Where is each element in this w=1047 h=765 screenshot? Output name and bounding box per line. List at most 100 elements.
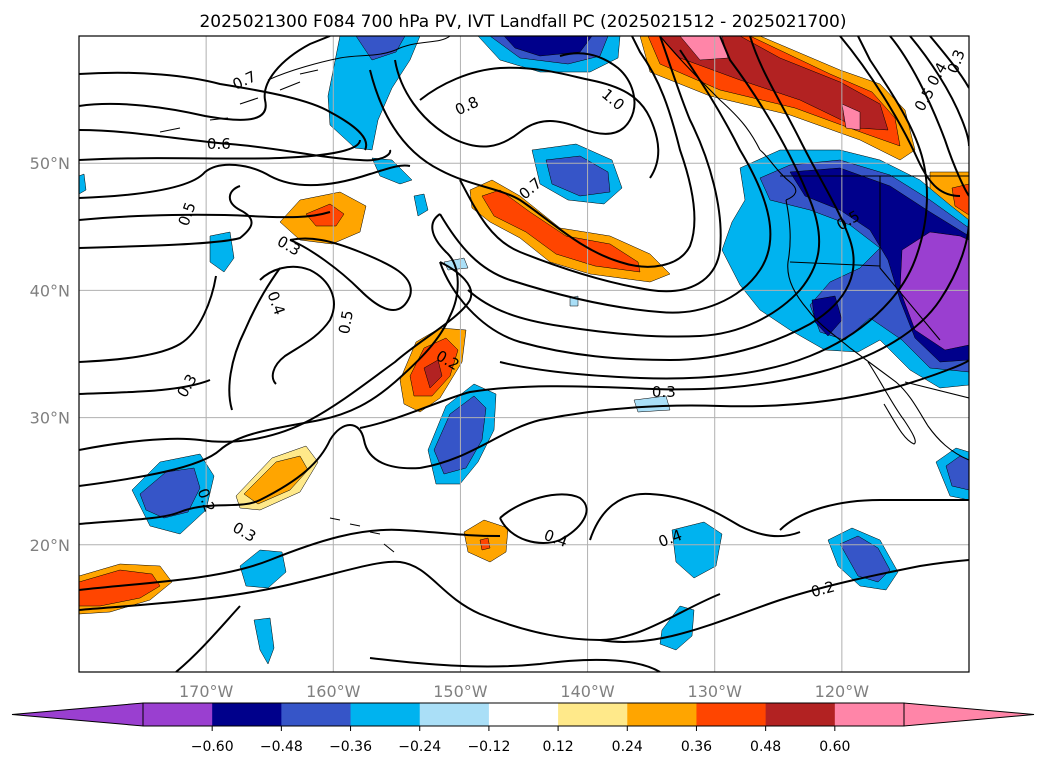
latitude-tick-label: 50°N: [30, 154, 70, 173]
colorbar-segment: [627, 703, 697, 726]
anomaly-patch: [503, 36, 593, 57]
colorbar-tick-label: 0.36: [681, 739, 712, 755]
contour-line: [394, 52, 636, 148]
longitude-tick-label: 120°W: [815, 682, 870, 701]
contour-label: 0.6: [207, 135, 231, 153]
coastlines: [159, 36, 969, 553]
longitude-tick-label: 160°W: [306, 682, 361, 701]
colorbar-frame: [142, 702, 905, 727]
contour-line: [79, 261, 473, 451]
anomaly-patch: [659, 605, 695, 651]
anomaly-patch: [355, 36, 406, 61]
anomaly-patch: [479, 537, 491, 551]
colorbar-segment: [834, 703, 905, 726]
anomaly-patch: [679, 36, 729, 61]
colorbar-tick-label: 0.12: [543, 739, 574, 755]
anomaly-patch: [841, 103, 861, 131]
contour-line: [79, 211, 331, 221]
colorbar-tick-label: −0.36: [329, 739, 372, 755]
contour-line: [79, 528, 501, 591]
state-border: [879, 176, 941, 341]
contour-line: [79, 129, 392, 162]
anomaly-patch: [79, 569, 161, 607]
colorbar-segment: [419, 703, 490, 726]
contour-line: [839, 36, 961, 197]
colorbar-segment: [696, 703, 767, 726]
anomaly-patch: [945, 455, 969, 491]
contour-line: [359, 219, 969, 429]
anomaly-patch: [239, 549, 287, 589]
contour-line: [439, 49, 772, 314]
map-background: [79, 36, 969, 672]
map-area: [79, 36, 969, 672]
anomaly-patch: [253, 617, 275, 665]
contour-line: [929, 36, 969, 89]
contour-label: 0.2: [809, 578, 837, 602]
latitude-tick-label: 20°N: [30, 536, 70, 555]
anomaly-patch: [545, 155, 611, 197]
hawaii-islands: [329, 517, 395, 553]
contour-line: [499, 493, 588, 544]
colorbar-tick-label: −0.24: [398, 739, 441, 755]
contour-line: [419, 359, 969, 469]
contour-line: [79, 163, 411, 199]
contour-line: [289, 237, 412, 311]
anomaly-patch: [79, 173, 87, 195]
colorbar-segment: [558, 703, 628, 726]
contour-line: [79, 275, 217, 363]
figure-title: 2025021300 F084 700 hPa PV, IVT Landfall…: [199, 12, 846, 32]
contour-line: [369, 657, 661, 672]
anomaly-patch: [659, 36, 889, 131]
contour-line: [499, 36, 928, 380]
longitude-tick-label: 130°W: [688, 682, 743, 701]
contour-line: [79, 36, 331, 121]
colorbar-tick-label: −0.12: [467, 739, 510, 755]
contour-line: [79, 424, 421, 525]
colorbar-tick-label: 0.48: [750, 739, 781, 755]
contour-line: [599, 559, 969, 643]
map-frame: [78, 35, 970, 673]
colorbar-tick-label: 0.60: [819, 739, 850, 755]
contour-line: [459, 36, 722, 293]
colorbar-tick-label: −0.60: [191, 739, 234, 755]
longitude-tick-label: 170°W: [179, 682, 234, 701]
contour-label: 0.3: [652, 383, 676, 401]
longitude-tick-labels: 170°W 160°W 150°W 140°W 130°W 120°W: [179, 682, 869, 701]
contour-line: [175, 605, 241, 672]
contour-line: [779, 498, 969, 531]
latitude-tick-labels: 20°N 30°N 40°N 50°N: [30, 154, 70, 555]
contour-line: [439, 36, 855, 362]
colorbar-segment: [350, 703, 421, 726]
anomaly-patch: [413, 193, 429, 217]
contour-label-text: 0.2: [809, 578, 837, 602]
colorbar: −0.60 −0.48 −0.36 −0.24 −0.12 0.12 0.24 0.36 0.4…: [11, 702, 1035, 755]
coastline-canada: [759, 149, 797, 201]
colorbar-segment: [765, 703, 836, 726]
contour-line: [419, 66, 660, 179]
coastline-alaska-islands: [159, 69, 319, 133]
contour-line: [79, 139, 361, 161]
contour-line: [909, 36, 969, 147]
colorbar-over-extension: [903, 702, 1035, 727]
contour-line: [79, 185, 253, 249]
contour-line: [228, 267, 281, 411]
contour-label: 0.5: [335, 309, 357, 336]
colorbar-segment: [212, 703, 282, 726]
contour-label-text: 0.3: [652, 383, 676, 401]
longitude-tick-label: 140°W: [560, 682, 615, 701]
colorbar-tick-label: 0.24: [612, 739, 643, 755]
contour-line: [889, 36, 969, 197]
state-border: [789, 261, 881, 267]
coastline-alaska-panhandle: [659, 36, 761, 151]
colorbar-under-extension: [11, 702, 144, 727]
contour-line: [369, 36, 696, 268]
anomaly-patch: [839, 535, 891, 583]
state-border: [904, 381, 969, 399]
anomaly-patch: [671, 521, 723, 579]
pv-contour-lines: [79, 36, 969, 672]
contour-line: [79, 560, 721, 642]
anomaly-patch: [423, 359, 443, 389]
coastline-baja: [867, 361, 916, 445]
anomaly-patch: [899, 231, 969, 351]
